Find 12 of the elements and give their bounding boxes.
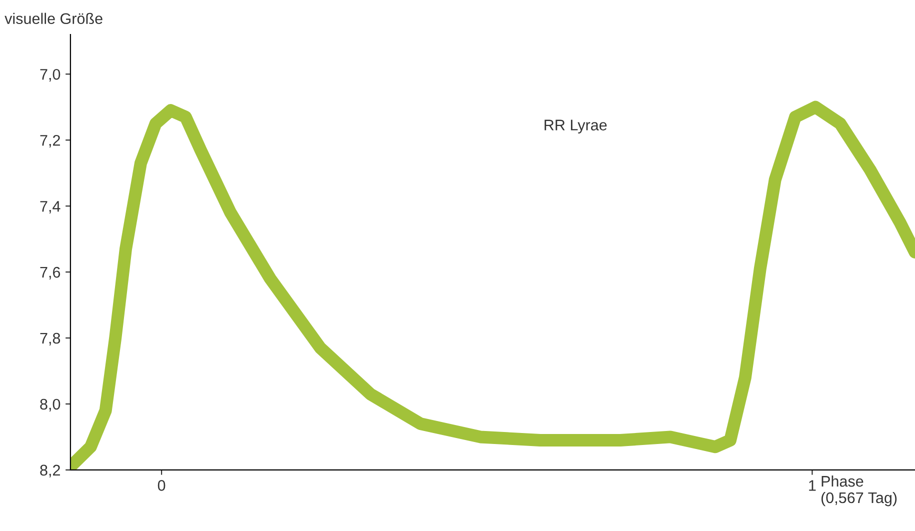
y-tick-label: 8,2 — [40, 464, 60, 478]
y-tick-label: 7,6 — [40, 266, 60, 280]
x-tick-label: 1 — [809, 480, 816, 491]
x-tick-label: 0 — [158, 480, 166, 491]
y-tick-label: 7,2 — [40, 134, 60, 148]
y-tick-label: 7,4 — [40, 201, 60, 214]
x-axis-title: Phase (0,567 Tag) — [821, 475, 897, 506]
y-tick-label: 7,0 — [40, 68, 60, 82]
text: RR Lyrae — [544, 120, 607, 134]
y-tick-label: 8,0 — [40, 398, 60, 412]
y-axis-title: visuelle Größe — [4, 12, 102, 24]
y-tick-label: 7,8 — [40, 332, 60, 346]
